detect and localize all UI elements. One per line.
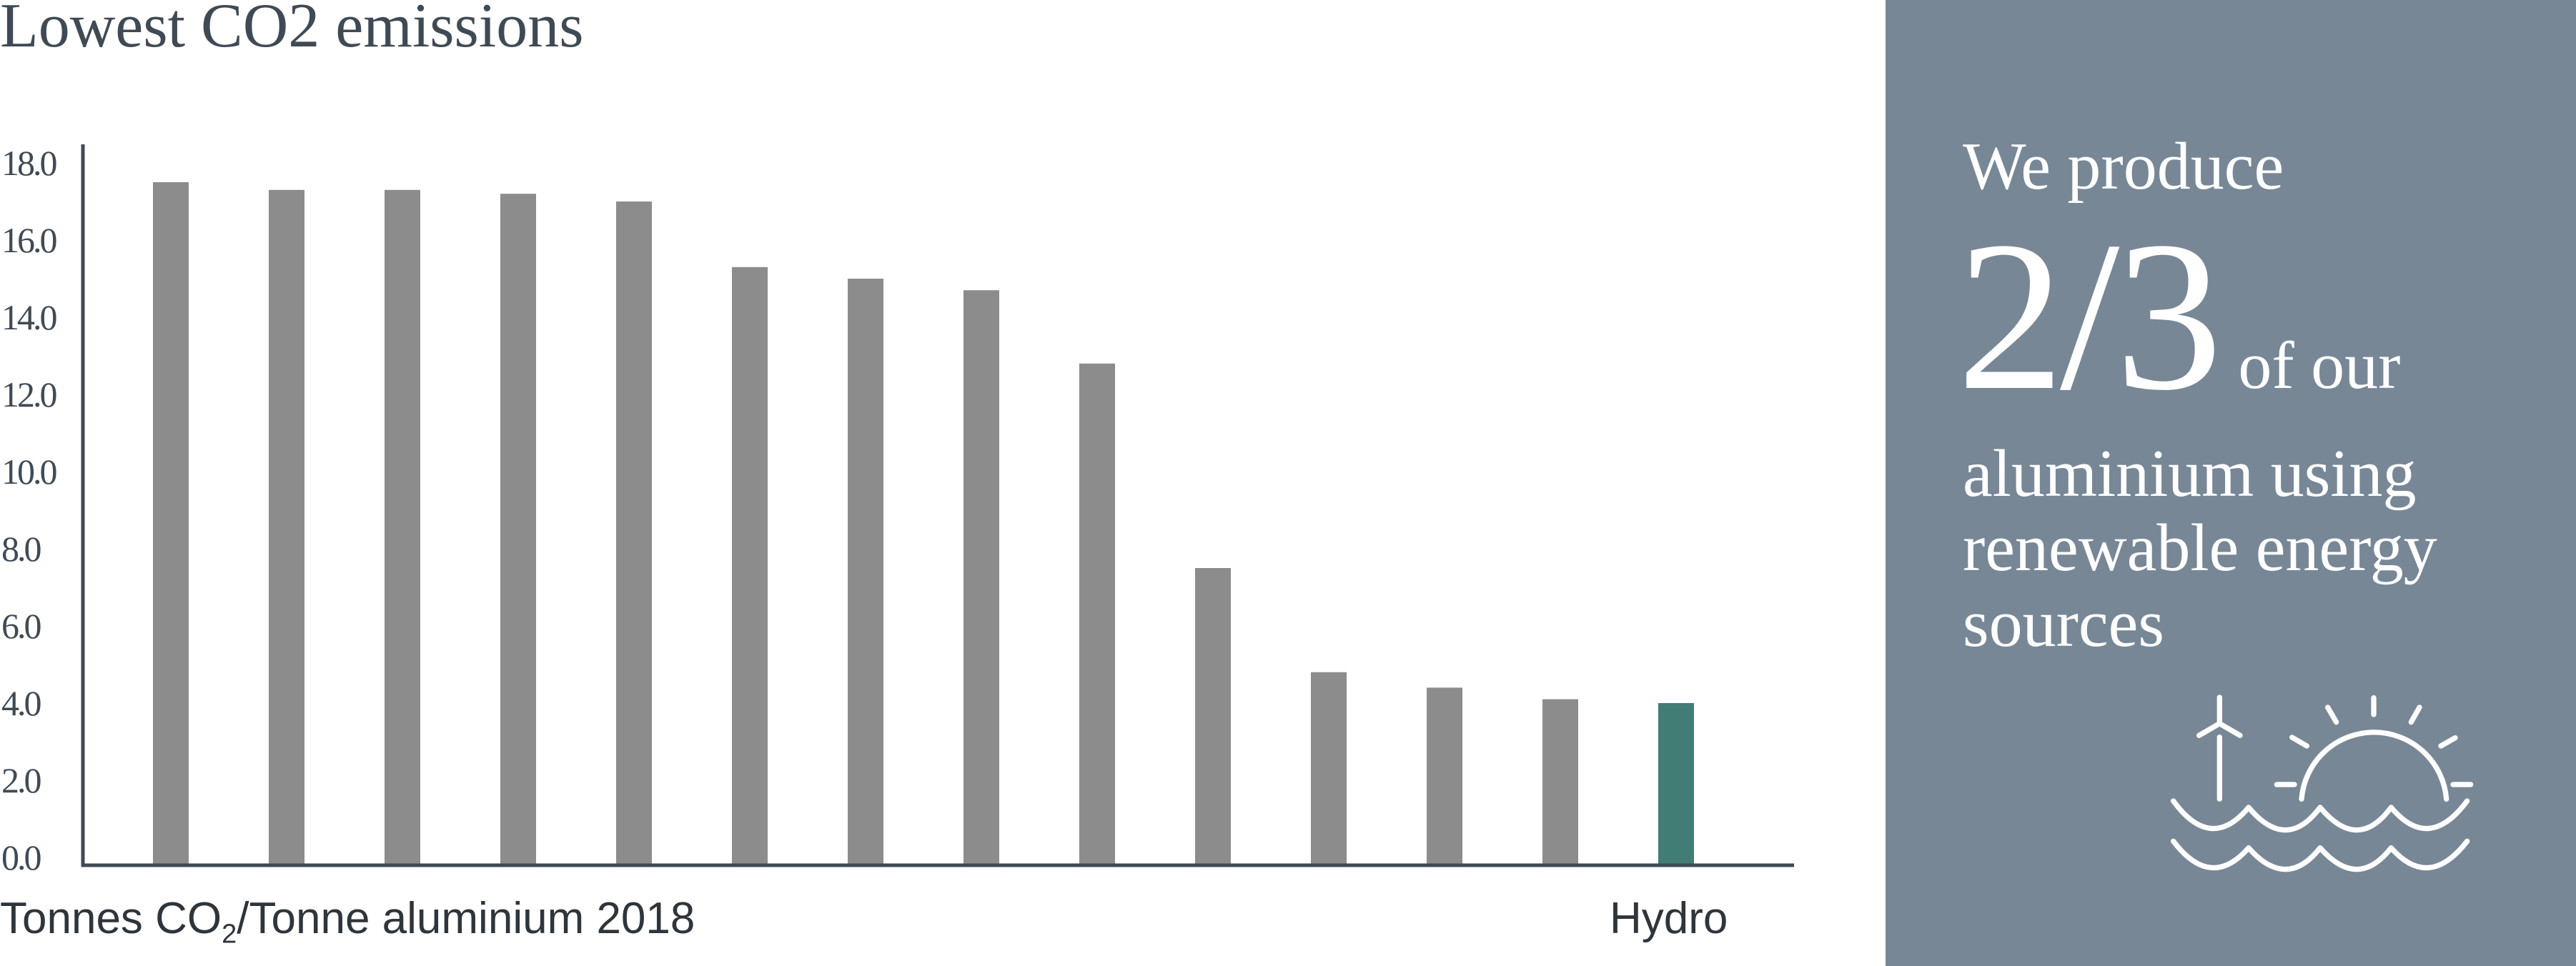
panel-line-2: of our (2238, 329, 2401, 403)
y-tick-label: 6.0 (1, 606, 41, 646)
info-panel: We produce 2/3 of our aluminium using re… (1886, 0, 2576, 966)
bar (500, 194, 536, 865)
hydro-label: Hydro (1610, 894, 1728, 943)
page-title: Lowest CO2 emissions (0, 0, 584, 61)
bar (616, 201, 652, 865)
y-tick-label: 2.0 (1, 760, 41, 800)
y-tick-label: 18.0 (1, 143, 57, 183)
bar-hydro (1658, 703, 1694, 865)
y-tick-label: 12.0 (1, 374, 57, 414)
y-tick-label: 14.0 (1, 297, 57, 337)
panel-line-5: sources (1963, 587, 2164, 661)
bar (1542, 699, 1578, 865)
x-axis-label: Tonnes CO2/Tonne aluminium 2018 (0, 893, 695, 950)
x-label-sub: 2 (222, 919, 237, 950)
panel-line-4: renewable energy (1963, 511, 2437, 585)
panel-fraction-row: 2/3 of our (1957, 209, 2400, 423)
bar (848, 279, 883, 865)
panel-line-1: We produce (1963, 129, 2284, 204)
x-label-pre: Tonnes CO (0, 894, 222, 943)
bar (732, 267, 768, 865)
y-tick-label: 10.0 (1, 452, 57, 492)
y-tick-label: 4.0 (1, 683, 41, 723)
bar (153, 182, 189, 865)
y-axis-ticks: 0.0 2.0 4.0 6.0 8.0 10.0 12.0 14.0 16.0 18.0 (1, 143, 59, 877)
y-tick-label: 0.0 (1, 837, 41, 877)
wind-sun-water-icon (2171, 694, 2474, 872)
bar (1079, 363, 1115, 865)
y-tick-label: 16.0 (1, 220, 57, 260)
bar (1427, 687, 1462, 865)
y-tick-label: 8.0 (1, 529, 41, 569)
bar (1195, 568, 1231, 865)
bar (385, 189, 420, 865)
x-label-post: /Tonne aluminium 2018 (237, 894, 695, 943)
bar (269, 189, 304, 865)
bars (153, 182, 1694, 865)
panel-line-3: aluminium using (1963, 437, 2417, 511)
bar (1311, 672, 1347, 865)
bar (963, 290, 999, 865)
bar-chart: 0.0 2.0 4.0 6.0 8.0 10.0 12.0 14.0 16.0 18.0 (1, 143, 1794, 877)
panel-big-fraction: 2/3 (1957, 197, 2222, 434)
